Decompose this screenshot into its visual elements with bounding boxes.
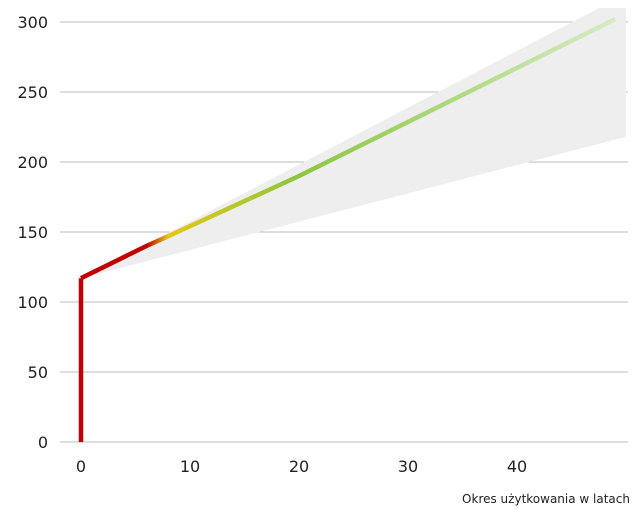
y-axis-ticks: 0 50 100 150 200 250 300 <box>17 13 48 452</box>
confidence-band <box>81 8 626 279</box>
y-tick-label-50: 50 <box>28 363 48 382</box>
data-series <box>78 17 617 442</box>
x-tick-label-30: 30 <box>398 457 418 476</box>
y-tick-label-150: 150 <box>17 223 48 242</box>
x-tick-label-0: 0 <box>76 457 86 476</box>
x-axis-ticks: 0 10 20 30 40 <box>76 457 527 476</box>
x-tick-label-20: 20 <box>289 457 309 476</box>
series-line <box>80 17 617 281</box>
y-tick-label-100: 100 <box>17 293 48 312</box>
y-tick-label-0: 0 <box>38 433 48 452</box>
y-tick-label-200: 200 <box>17 153 48 172</box>
y-tick-label-250: 250 <box>17 83 48 102</box>
x-axis-title: Okres użytkowania w latach <box>462 492 630 506</box>
y-tick-label-300: 300 <box>17 13 48 32</box>
band-area <box>81 8 626 279</box>
x-tick-label-10: 10 <box>180 457 200 476</box>
x-tick-label-40: 40 <box>507 457 527 476</box>
